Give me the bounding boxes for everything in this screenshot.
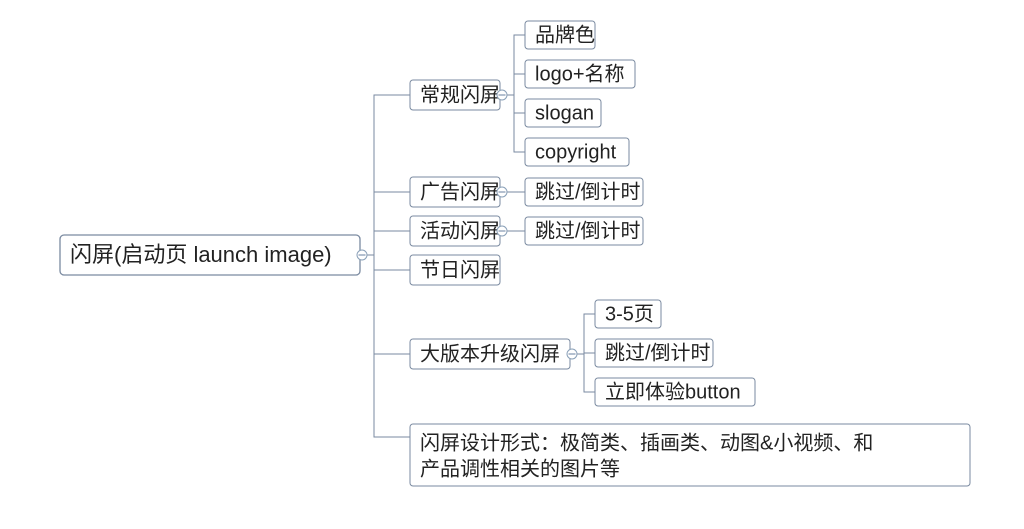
branch [360, 231, 410, 255]
mindmap-canvas: 闪屏(启动页 launch image) 常规闪屏 品牌色 logo+名称 slogan… [0, 0, 1024, 529]
node-n5b: 跳过/倒计时 [595, 339, 713, 367]
node-n1c: slogan [525, 99, 601, 127]
node-n6: 闪屏设计形式：极简类、插画类、动图&小视频、和产品调性相关的图片等 [410, 424, 970, 486]
branch [570, 354, 595, 392]
node-label: 3-5页 [605, 303, 654, 325]
node-n2a: 跳过/倒计时 [525, 178, 643, 206]
branch [570, 314, 595, 354]
branch [500, 95, 525, 152]
node-label: 闪屏设计形式：极简类、插画类、动图&小视频、和 [420, 431, 873, 454]
node-label: 常规闪屏 [420, 83, 500, 106]
toggle-root[interactable] [357, 250, 367, 260]
node-label: slogan [535, 102, 594, 124]
node-n5a: 3-5页 [595, 300, 661, 328]
node-label: 品牌色 [535, 23, 595, 46]
node-label: 跳过/倒计时 [535, 180, 641, 203]
node-n4: 节日闪屏 [410, 255, 500, 285]
node-n1b: logo+名称 [525, 60, 635, 88]
toggle-n5[interactable] [567, 349, 577, 359]
node-label: copyright [535, 141, 617, 163]
branch [360, 192, 410, 255]
node-n2: 广告闪屏 [410, 177, 500, 207]
node-label: 广告闪屏 [420, 180, 500, 203]
node-root: 闪屏(启动页 launch image) [60, 235, 360, 275]
node-label: 大版本升级闪屏 [420, 342, 560, 365]
node-label: logo+名称 [535, 62, 625, 85]
node-n1d: copyright [525, 138, 629, 166]
node-label: 节日闪屏 [420, 258, 500, 281]
node-n1: 常规闪屏 [410, 80, 500, 110]
branch [360, 255, 410, 270]
branch [500, 35, 525, 95]
toggle-n2[interactable] [497, 187, 507, 197]
node-label: 活动闪屏 [420, 219, 500, 242]
node-label: 跳过/倒计时 [535, 219, 641, 242]
node-n5: 大版本升级闪屏 [410, 339, 570, 369]
node-label: 立即体验button [605, 380, 741, 403]
node-n3: 活动闪屏 [410, 216, 500, 246]
node-label: 跳过/倒计时 [605, 341, 711, 364]
node-label: 闪屏(启动页 launch image) [70, 242, 332, 267]
toggle-n3[interactable] [497, 226, 507, 236]
toggle-n1[interactable] [497, 90, 507, 100]
node-label-line2: 产品调性相关的图片等 [420, 457, 620, 480]
nodes: 闪屏(启动页 launch image) 常规闪屏 品牌色 logo+名称 slogan… [60, 21, 970, 486]
branch [360, 255, 410, 437]
node-n3a: 跳过/倒计时 [525, 217, 643, 245]
node-n5c: 立即体验button [595, 378, 755, 406]
node-n1a: 品牌色 [525, 21, 595, 49]
